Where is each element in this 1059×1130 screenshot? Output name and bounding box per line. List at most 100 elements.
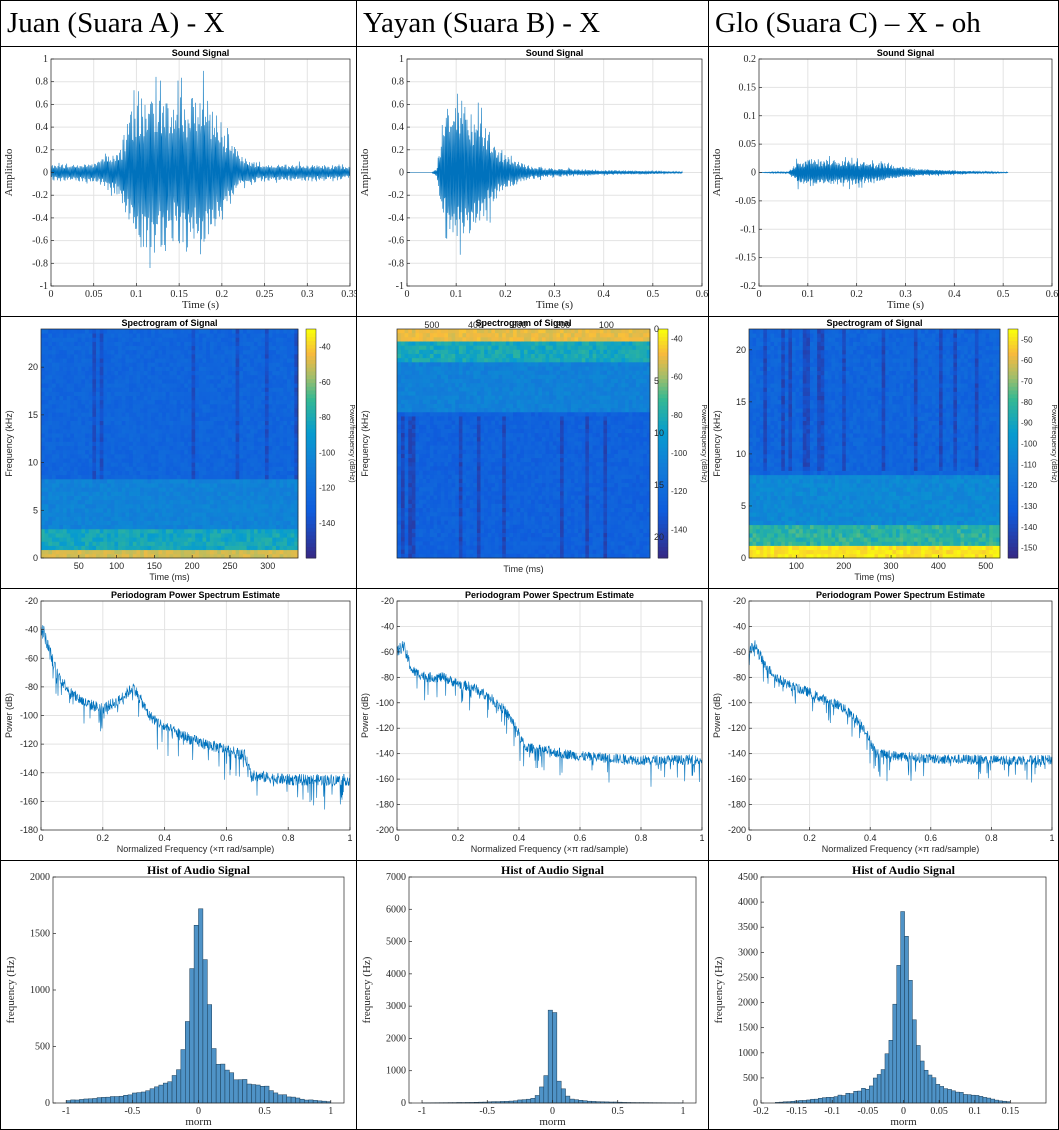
spectrogram-cell xyxy=(646,441,651,446)
spectrogram-cell xyxy=(77,549,82,555)
spectrogram-cell xyxy=(624,416,629,421)
spectrogram-cell xyxy=(595,408,600,413)
spectrogram-cell xyxy=(55,495,60,501)
spectrogram-cell xyxy=(129,387,134,392)
spectrogram-cell xyxy=(107,458,112,463)
spectrogram-cell xyxy=(63,549,68,555)
spectrogram-cell xyxy=(77,474,82,480)
spectrogram-cell xyxy=(129,520,134,526)
spectrogram-cell xyxy=(176,387,181,392)
spectrogram-cell xyxy=(595,337,600,342)
spectrogram-cell xyxy=(154,437,159,442)
spectrogram-cell xyxy=(173,487,178,492)
spectrogram-cell xyxy=(228,387,233,392)
spectrogram-cell xyxy=(191,520,196,526)
spectrogram-cell xyxy=(242,329,247,334)
spectrogram-cell xyxy=(129,395,134,401)
spectrogram-cell xyxy=(198,545,203,551)
spectrogram-cell xyxy=(85,366,90,372)
spectrogram-cell xyxy=(52,403,57,409)
spectrogram-cell xyxy=(286,420,292,426)
spectrogram-cell xyxy=(261,462,266,467)
spectrogram-cell xyxy=(118,395,123,401)
spectrogram-cell xyxy=(110,520,115,526)
spectrogram-cell xyxy=(125,416,130,421)
spectrogram-cell xyxy=(246,520,251,526)
spectrogram-cell xyxy=(217,362,222,367)
spectrogram-cell xyxy=(617,528,622,534)
spectrogram-cell xyxy=(198,420,203,426)
spectrogram-cell xyxy=(610,487,615,492)
spectrogram-cell xyxy=(617,428,622,434)
spectrogram-cell xyxy=(176,370,181,376)
spectrogram-cell xyxy=(114,349,119,355)
spectrogram-cell xyxy=(70,445,75,451)
spectrogram-cell xyxy=(209,420,214,426)
spectrogram-cell xyxy=(195,545,200,551)
spectrogram-cell xyxy=(85,416,90,421)
spectrogram-cell xyxy=(628,445,633,451)
spectrogram-cell xyxy=(264,553,270,559)
spectrogram-cell xyxy=(151,349,156,355)
spectrogram-cell xyxy=(110,487,115,492)
spectrogram-cell xyxy=(250,499,255,505)
spectrogram-cell xyxy=(41,487,46,492)
spectrogram-cell xyxy=(603,478,608,484)
spectrogram-cell xyxy=(595,378,600,384)
chart-title: Spectrogram of Signal xyxy=(121,318,217,328)
spectrogram-cell xyxy=(264,533,270,538)
spectrogram-cell xyxy=(220,503,225,509)
spectrogram-cell xyxy=(118,329,123,334)
spectrogram-cell xyxy=(118,462,123,467)
spectrogram-cell xyxy=(140,341,145,347)
spectrogram-cell xyxy=(628,516,633,521)
spectrogram-cell xyxy=(158,466,163,471)
spectrogram-cell xyxy=(44,341,49,347)
x-tick-label: 0.1 xyxy=(130,289,143,300)
spectrogram-cell xyxy=(140,424,145,430)
spectrogram-cell xyxy=(603,549,608,555)
spectrogram-cell xyxy=(231,362,236,367)
spectrogram-cell xyxy=(242,387,247,392)
spectrogram-cell xyxy=(261,412,266,417)
spectrogram-cell xyxy=(294,395,299,401)
spectrogram-cell xyxy=(103,533,108,538)
spectrogram-cell xyxy=(228,370,233,376)
spectrogram-cell xyxy=(213,537,218,542)
colorbar-segment xyxy=(306,454,316,460)
spectrogram-cell xyxy=(74,412,79,417)
spectrogram-cell xyxy=(635,520,640,526)
x-tick-label: 0.05 xyxy=(85,289,103,300)
spectrogram-cell xyxy=(610,533,615,538)
spectrogram-cell xyxy=(136,424,141,430)
spectrogram-cell xyxy=(635,366,640,372)
spectrogram-cell xyxy=(621,491,626,496)
spectrogram-cell xyxy=(272,428,277,434)
spectrogram-cell xyxy=(143,541,148,546)
spectrogram-cell xyxy=(63,516,68,521)
spectrogram-cell xyxy=(180,353,185,359)
spectrogram-cell xyxy=(92,537,97,542)
spectrogram-cell xyxy=(257,333,262,338)
spectrogram-cell xyxy=(70,403,75,409)
spectrogram-cell xyxy=(209,370,214,376)
spectrogram-cell xyxy=(165,391,170,397)
spectrogram-cell xyxy=(213,370,218,376)
spectrogram-cell xyxy=(81,545,86,551)
spectrogram-cell xyxy=(118,420,123,426)
spectrogram-cell xyxy=(129,391,134,397)
spectrogram-cell xyxy=(279,329,284,334)
spectrogram-cell xyxy=(125,366,130,372)
spectrogram-cell xyxy=(610,466,615,471)
spectrogram-cell xyxy=(118,366,123,372)
spectrogram-cell xyxy=(162,549,167,555)
spectrogram-cell xyxy=(48,478,53,484)
spectrogram-cell xyxy=(70,453,75,459)
spectrogram-cell xyxy=(41,549,46,555)
spectrogram-cell xyxy=(74,399,79,405)
spectrogram-cell xyxy=(59,512,64,517)
spectrogram-cell xyxy=(220,345,225,351)
spectrogram-cell xyxy=(70,478,75,484)
spectrogram-cell xyxy=(253,408,259,413)
spectrogram-cell xyxy=(275,370,281,376)
